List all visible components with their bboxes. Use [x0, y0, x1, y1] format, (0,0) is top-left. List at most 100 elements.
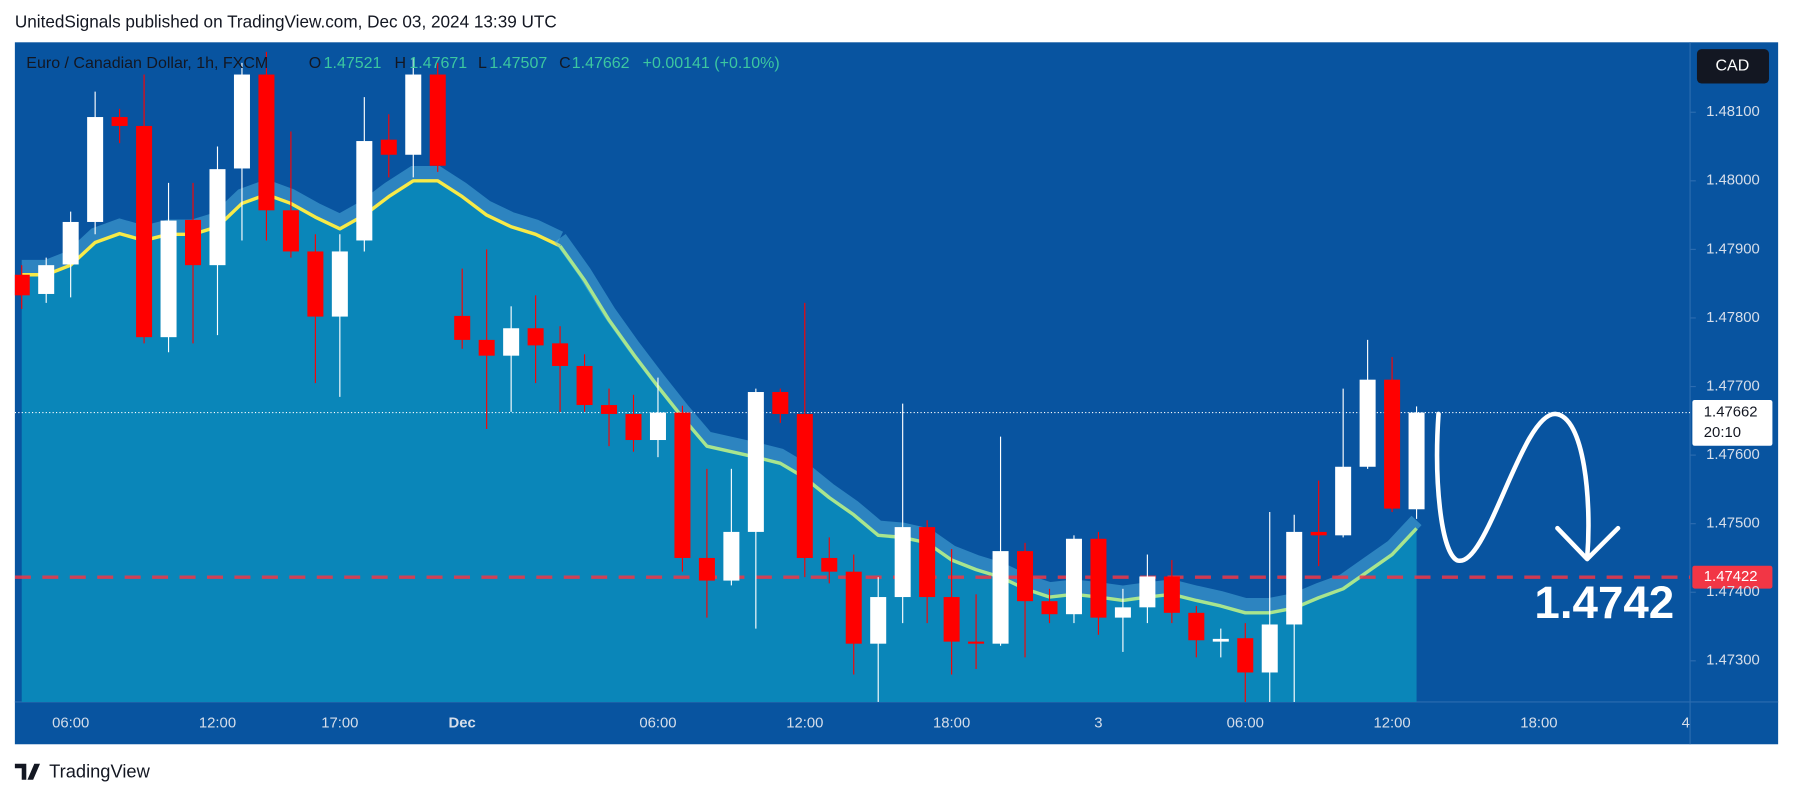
candle-body — [1114, 607, 1131, 618]
x-tick-label: 18:00 — [933, 716, 970, 732]
candle-body — [136, 125, 153, 338]
candle-body — [1359, 379, 1376, 467]
candle-body — [87, 117, 104, 222]
y-tick-label: 1.47700 — [1706, 378, 1760, 394]
x-tick-label: 18:00 — [1520, 716, 1557, 732]
candle-body — [1335, 466, 1352, 536]
candle-body — [870, 597, 887, 644]
candle-body — [1261, 624, 1278, 673]
candle-body — [62, 221, 79, 265]
candle-body — [209, 169, 226, 266]
candle-body — [674, 412, 691, 558]
candle-body — [258, 74, 275, 211]
x-tick-label: 17:00 — [321, 716, 358, 732]
candle-body — [552, 343, 569, 366]
candle-body — [723, 531, 740, 581]
candle-body — [894, 527, 911, 598]
candle-body — [601, 405, 618, 414]
x-tick-label: 12:00 — [1373, 716, 1410, 732]
candle-body — [845, 571, 862, 644]
candle-body — [1188, 612, 1205, 641]
candle-body — [1384, 379, 1401, 509]
candle-body — [919, 527, 936, 598]
plot-area — [14, 51, 1691, 702]
candle-body — [1139, 576, 1156, 608]
x-tick-label: 3 — [1094, 716, 1102, 732]
overlay: 1.47422 1.47662 20:10 — [1692, 400, 1773, 589]
legend-h: H — [395, 55, 407, 72]
candle-body — [429, 74, 446, 166]
ma-line — [558, 244, 1418, 615]
level-label: 1.47422 — [1704, 569, 1758, 585]
publisher-line: UnitedSignals published on TradingView.c… — [15, 11, 557, 31]
candle-body — [527, 328, 544, 346]
candle-body — [14, 274, 30, 296]
candle-body — [1163, 576, 1180, 613]
candle-body — [772, 392, 789, 414]
legend-l: L — [478, 55, 487, 72]
last-price-box — [1692, 400, 1773, 446]
legend-open: 1.47521 — [324, 55, 382, 72]
x-tick-label: Dec — [449, 716, 476, 732]
candle-body — [943, 597, 960, 642]
candle-body — [282, 210, 299, 252]
candle-body — [1017, 551, 1034, 602]
legend-c: C — [559, 55, 571, 72]
candle-body — [747, 392, 764, 532]
candle-body — [380, 139, 397, 155]
candle-body — [1212, 638, 1229, 642]
y-tick-label: 1.47400 — [1706, 584, 1760, 600]
candle-body — [503, 328, 520, 356]
candle-body — [821, 557, 838, 572]
y-tick-label: 1.47500 — [1706, 516, 1760, 532]
candle-body — [796, 413, 813, 558]
currency-button[interactable] — [1696, 49, 1769, 84]
candle-body — [625, 413, 642, 441]
x-tick-label: 12:00 — [786, 716, 823, 732]
legend-high: 1.47671 — [409, 55, 467, 72]
legend-change: +0.00141 (+0.10%) — [643, 55, 780, 72]
candle-body — [968, 641, 985, 644]
symbol: Euro / Canadian Dollar, 1h, FXCM — [26, 55, 268, 72]
y-tick-label: 1.47900 — [1706, 241, 1760, 257]
candle-body — [185, 219, 202, 266]
candle-body — [576, 365, 593, 406]
candle-body — [1408, 412, 1425, 510]
footer-brand: TradingView — [49, 761, 150, 782]
candle-body — [698, 557, 715, 581]
candle-body — [405, 74, 422, 155]
legend-o: O — [309, 55, 321, 72]
legend-close: 1.47662 — [572, 55, 630, 72]
candle-body — [307, 251, 324, 317]
candle-body — [1237, 638, 1254, 673]
x-tick-label: 06:00 — [1227, 716, 1264, 732]
x-tick-label: 4 — [1682, 716, 1690, 732]
candle-body — [454, 315, 471, 340]
currency-label[interactable]: CAD — [1716, 58, 1750, 75]
candle-body — [160, 220, 177, 338]
y-tick-label: 1.48100 — [1706, 104, 1760, 120]
last-price-label: 1.47662 — [1704, 405, 1758, 421]
level-label-box — [1692, 565, 1773, 589]
candle-body — [111, 117, 128, 126]
candle-body — [1090, 538, 1107, 618]
countdown-label: 20:10 — [1704, 425, 1741, 441]
candle-body — [992, 551, 1009, 644]
ma-band — [554, 233, 1422, 612]
ma-area — [21, 180, 1417, 702]
y-tick-label: 1.47800 — [1706, 310, 1760, 326]
candle-body — [38, 265, 55, 294]
drawn-arrow — [1434, 411, 1621, 563]
x-tick-label: 12:00 — [199, 716, 236, 732]
tv-logo — [14, 763, 41, 780]
candle-body — [1065, 538, 1082, 615]
y-tick-label: 1.47300 — [1706, 653, 1760, 669]
candle-body — [649, 412, 666, 441]
candle-body — [331, 251, 348, 317]
legend-low: 1.47507 — [489, 55, 547, 72]
candle-body — [1041, 601, 1058, 615]
target-annotation: 1.4742 — [1534, 577, 1674, 628]
candle-body — [1286, 531, 1303, 625]
